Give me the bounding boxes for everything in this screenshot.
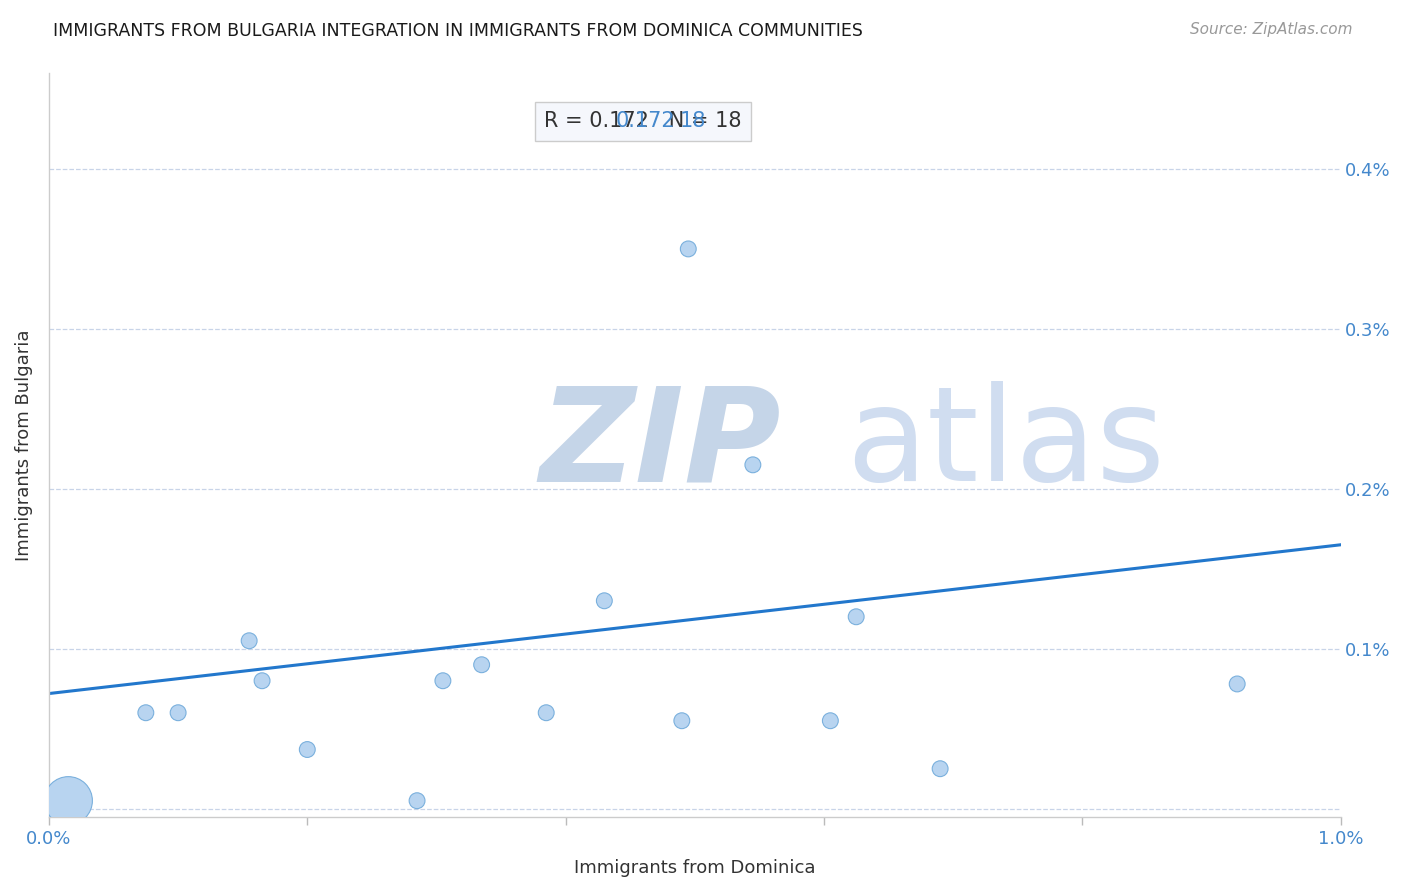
Text: atlas: atlas	[846, 382, 1164, 508]
Text: ZIP: ZIP	[540, 382, 782, 508]
Point	[534, 706, 557, 720]
Point	[297, 742, 319, 756]
Text: 18: 18	[681, 112, 706, 131]
Point	[671, 714, 693, 728]
Point	[929, 762, 952, 776]
Point	[250, 673, 273, 688]
Point	[135, 706, 157, 720]
Point	[593, 594, 616, 608]
Point	[820, 714, 842, 728]
Point	[741, 458, 763, 472]
Point	[845, 609, 868, 624]
Point	[58, 794, 80, 808]
Point	[238, 633, 260, 648]
Point	[167, 706, 190, 720]
Point	[678, 242, 700, 256]
Point	[1226, 677, 1249, 691]
Text: 0.172: 0.172	[616, 112, 675, 131]
X-axis label: Immigrants from Dominica: Immigrants from Dominica	[574, 859, 815, 877]
Text: IMMIGRANTS FROM BULGARIA INTEGRATION IN IMMIGRANTS FROM DOMINICA COMMUNITIES: IMMIGRANTS FROM BULGARIA INTEGRATION IN …	[53, 22, 863, 40]
Text: R = 0.172   N = 18: R = 0.172 N = 18	[544, 112, 742, 131]
Point	[471, 657, 494, 672]
Text: Source: ZipAtlas.com: Source: ZipAtlas.com	[1189, 22, 1353, 37]
Y-axis label: Immigrants from Bulgaria: Immigrants from Bulgaria	[15, 329, 32, 560]
Point	[432, 673, 454, 688]
Point	[406, 794, 429, 808]
